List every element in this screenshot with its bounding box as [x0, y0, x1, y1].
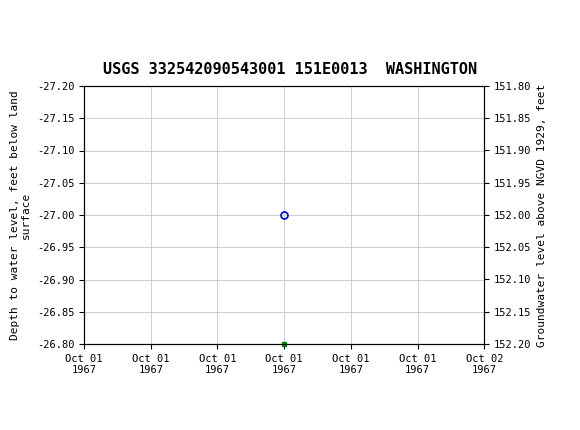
- Y-axis label: Depth to water level, feet below land
surface: Depth to water level, feet below land su…: [10, 90, 31, 340]
- Y-axis label: Groundwater level above NGVD 1929, feet: Groundwater level above NGVD 1929, feet: [537, 83, 547, 347]
- Text: ≈USGS: ≈USGS: [3, 11, 63, 26]
- Text: USGS 332542090543001 151E0013  WASHINGTON: USGS 332542090543001 151E0013 WASHINGTON: [103, 62, 477, 77]
- Legend: Period of approved data: Period of approved data: [187, 427, 382, 430]
